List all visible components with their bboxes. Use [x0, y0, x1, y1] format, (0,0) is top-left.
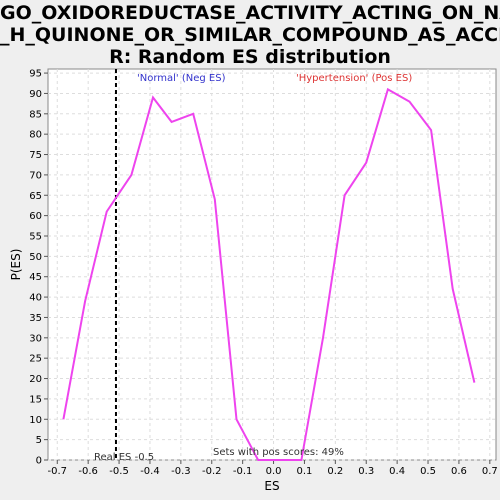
y-tick-label: 65	[29, 191, 42, 202]
y-tick-label: 15	[29, 394, 42, 405]
y-tick-label: 50	[29, 252, 42, 263]
x-tick-label: 0.6	[451, 466, 467, 477]
x-tick-label: -0.3	[171, 466, 191, 477]
y-tick-label: 55	[29, 231, 42, 242]
y-tick-label: 45	[29, 272, 42, 283]
x-tick-label: 0.1	[296, 466, 312, 477]
y-tick-label: 25	[29, 354, 42, 365]
y-tick-label: 75	[29, 150, 42, 161]
chart-title-line-3: R: Random ES distribution	[109, 46, 391, 68]
y-axis-label: P(ES)	[9, 249, 23, 281]
x-tick-label: 0.3	[358, 466, 374, 477]
x-tick-label: 0.4	[389, 466, 405, 477]
x-tick-label: -0.1	[233, 466, 253, 477]
y-axis-ticks: 0 5 10 15 20 25 30 35 40 45 50 55 60 65 70 75 80 85 90 95	[29, 69, 48, 467]
series-line	[62, 87, 476, 461]
y-tick-label: 85	[29, 109, 42, 120]
y-tick-label: 60	[29, 211, 42, 222]
y-tick-label: 0	[36, 456, 42, 467]
y-tick-label: 20	[29, 374, 42, 385]
x-tick-label: 0.7	[482, 466, 498, 477]
pos-es-label: 'Hypertension' (Pos ES)	[296, 73, 412, 84]
x-tick-label: 0.5	[420, 466, 436, 477]
real-es-label: Real ES -0.5	[94, 452, 154, 463]
chart-title: GO_OXIDOREDUCTASE_ACTIVITY_ACTING_ON_NAD…	[0, 2, 500, 68]
y-tick-label: 95	[29, 69, 42, 80]
x-tick-label: -0.7	[48, 466, 68, 477]
x-axis-ticks: -0.7 -0.6 -0.5 -0.4 -0.3 -0.2 -0.1 0.0 0.1 0.2 0.3…	[48, 460, 498, 477]
y-tick-label: 30	[29, 333, 42, 344]
y-tick-label: 10	[29, 415, 42, 426]
grid	[48, 69, 496, 461]
y-tick-label: 90	[29, 89, 42, 100]
y-tick-label: 80	[29, 130, 42, 141]
y-tick-label: 70	[29, 170, 42, 181]
chart-title-line-2: _H_QUINONE_OR_SIMILAR_COMPOUND_AS_ACCEPT…	[0, 24, 500, 46]
y-tick-label: 5	[36, 435, 42, 446]
y-tick-label: 40	[29, 293, 42, 304]
neg-es-label: 'Normal' (Neg ES)	[137, 73, 226, 84]
x-tick-label: -0.2	[202, 466, 222, 477]
x-tick-label: 0.2	[327, 466, 343, 477]
pos-scores-label: Sets with pos scores: 49%	[213, 447, 344, 458]
x-tick-label: -0.4	[140, 466, 160, 477]
chart-title-line-1: GO_OXIDOREDUCTASE_ACTIVITY_ACTING_ON_NAD…	[0, 2, 500, 24]
x-tick-label: 0.0	[266, 466, 282, 477]
x-tick-label: -0.6	[78, 466, 98, 477]
x-axis-label: ES	[264, 479, 279, 493]
x-tick-label: -0.5	[109, 466, 129, 477]
y-tick-label: 35	[29, 313, 42, 324]
